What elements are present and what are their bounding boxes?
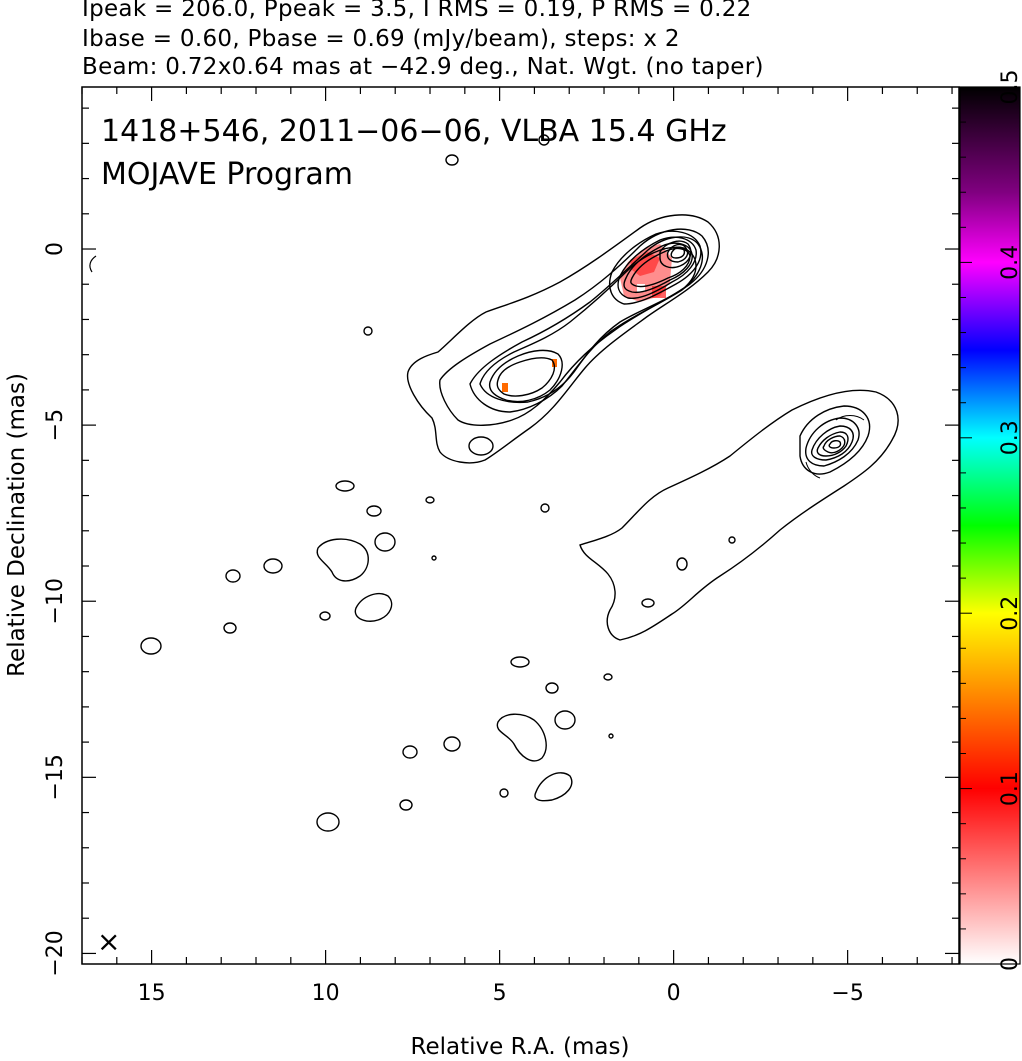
axis-ticks [81, 87, 959, 964]
contour-island-9 [316, 538, 369, 582]
plot-frame [81, 86, 960, 965]
pol-patch-small-3 [552, 359, 557, 367]
x-tick-label: 0 [667, 981, 681, 1006]
contour-core-1 [608, 230, 702, 305]
contour-outer-lobe [579, 389, 899, 641]
y-tick-label: −20 [43, 930, 68, 976]
pol-patch-small-2 [502, 383, 508, 392]
contour-island-4 [335, 480, 355, 492]
contour-island-25 [443, 736, 461, 752]
header-line-2: Ibase = 0.60, Pbase = 0.69 (mJy/beam), s… [82, 26, 680, 52]
colorbar [959, 86, 1021, 965]
contour-island-7 [540, 503, 550, 513]
contour-island-11 [225, 569, 241, 583]
y-tick-label: 0 [43, 242, 68, 256]
contour-island-20 [510, 656, 530, 668]
contour-jet-2 [439, 228, 709, 426]
colorbar-tick-labels: 0 0.1 0.2 0.3 0.4 0.5 [998, 70, 1022, 972]
contour-island-28 [534, 772, 573, 802]
contour-lobe-4 [810, 425, 854, 461]
x-tick-label: 10 [312, 981, 340, 1006]
contour-island-17 [676, 557, 688, 571]
contour-island-1 [445, 154, 459, 166]
x-tick-label: 5 [493, 981, 507, 1006]
contour-lobe-2 [799, 405, 871, 475]
contour-island-26 [402, 745, 418, 759]
plot-title-line-1: 1418+546, 2011−06−06, VLBA 15.4 GHz [101, 114, 727, 149]
contour-jet-5 [488, 349, 563, 403]
contour-lobe-9 [805, 461, 821, 479]
contour-island-14 [319, 611, 331, 621]
contour-island-15 [223, 622, 237, 634]
contour-island-19 [641, 598, 655, 608]
contour-island-13 [354, 592, 393, 622]
contour-jet-6 [496, 357, 556, 397]
colorbar-tick-label: 0.2 [998, 596, 1022, 631]
contour-lobe-7 [828, 439, 842, 449]
axis-tick-labels: 15 10 5 0 −5 0 −5 −10 −15 −20 [43, 242, 864, 1006]
contour-island-22 [603, 673, 613, 681]
contour-map [89, 134, 899, 832]
y-tick-label: −15 [43, 754, 68, 800]
colorbar-tick-label: 0.3 [998, 420, 1022, 455]
contour-lobe-6 [822, 435, 846, 454]
contour-island-24 [554, 710, 576, 730]
contour-jet-3 [469, 236, 703, 413]
contour-jet-4 [479, 246, 697, 404]
contour-core-3 [623, 242, 693, 294]
contour-island-10 [263, 558, 283, 574]
contour-island-2 [538, 134, 550, 146]
y-tick-label: −5 [43, 409, 68, 441]
colorbar-tick-label: 0 [998, 957, 1022, 971]
pol-patch-white [637, 284, 645, 292]
contour-core-5 [659, 240, 692, 269]
contour-core-2 [617, 236, 697, 299]
contour-lobe-3 [805, 417, 860, 467]
contour-island-27 [608, 733, 614, 739]
contour-island-18 [728, 536, 736, 544]
colorbar-tick-label: 0.5 [998, 70, 1022, 105]
header-line-3: Beam: 0.72x0.64 mas at −42.9 deg., Nat. … [82, 54, 764, 80]
contour-edge-arc [89, 255, 97, 273]
plot-title-line-2: MOJAVE Program [101, 157, 353, 192]
x-tick-label: 15 [138, 981, 166, 1006]
y-tick-label: −10 [43, 578, 68, 624]
colorbar-tick-label: 0.4 [998, 245, 1022, 280]
polarization-overlay [502, 244, 672, 392]
y-axis-title: Relative Declination (mas) [4, 373, 30, 677]
beam-marker: × [97, 925, 120, 958]
contour-island-16 [140, 637, 162, 655]
x-axis-title: Relative R.A. (mas) [411, 1034, 630, 1060]
colorbar-ticks [960, 86, 972, 965]
contour-lobe-8 [835, 415, 865, 421]
contour-lobe-5 [816, 431, 849, 457]
contour-island-23 [496, 713, 547, 762]
contour-island-30 [399, 799, 413, 811]
contour-island-12 [431, 555, 437, 561]
contour-blob-left [468, 436, 494, 456]
header-line-1: Ipeak = 206.0, Ppeak = 3.5, I RMS = 0.19… [82, 0, 752, 22]
contour-island-21 [545, 682, 559, 694]
contour-island-5 [366, 505, 382, 517]
contour-island-8 [374, 532, 396, 552]
contour-core-7 [670, 246, 686, 259]
x-tick-label: −5 [831, 981, 863, 1006]
colorbar-tick-label: 0.1 [998, 771, 1022, 806]
contour-island-31 [316, 812, 340, 832]
contour-core-6 [666, 243, 689, 263]
contour-island-3 [363, 326, 373, 336]
contour-island-29 [499, 788, 509, 798]
contour-outer-jet [406, 214, 720, 464]
contour-island-6 [425, 496, 435, 504]
